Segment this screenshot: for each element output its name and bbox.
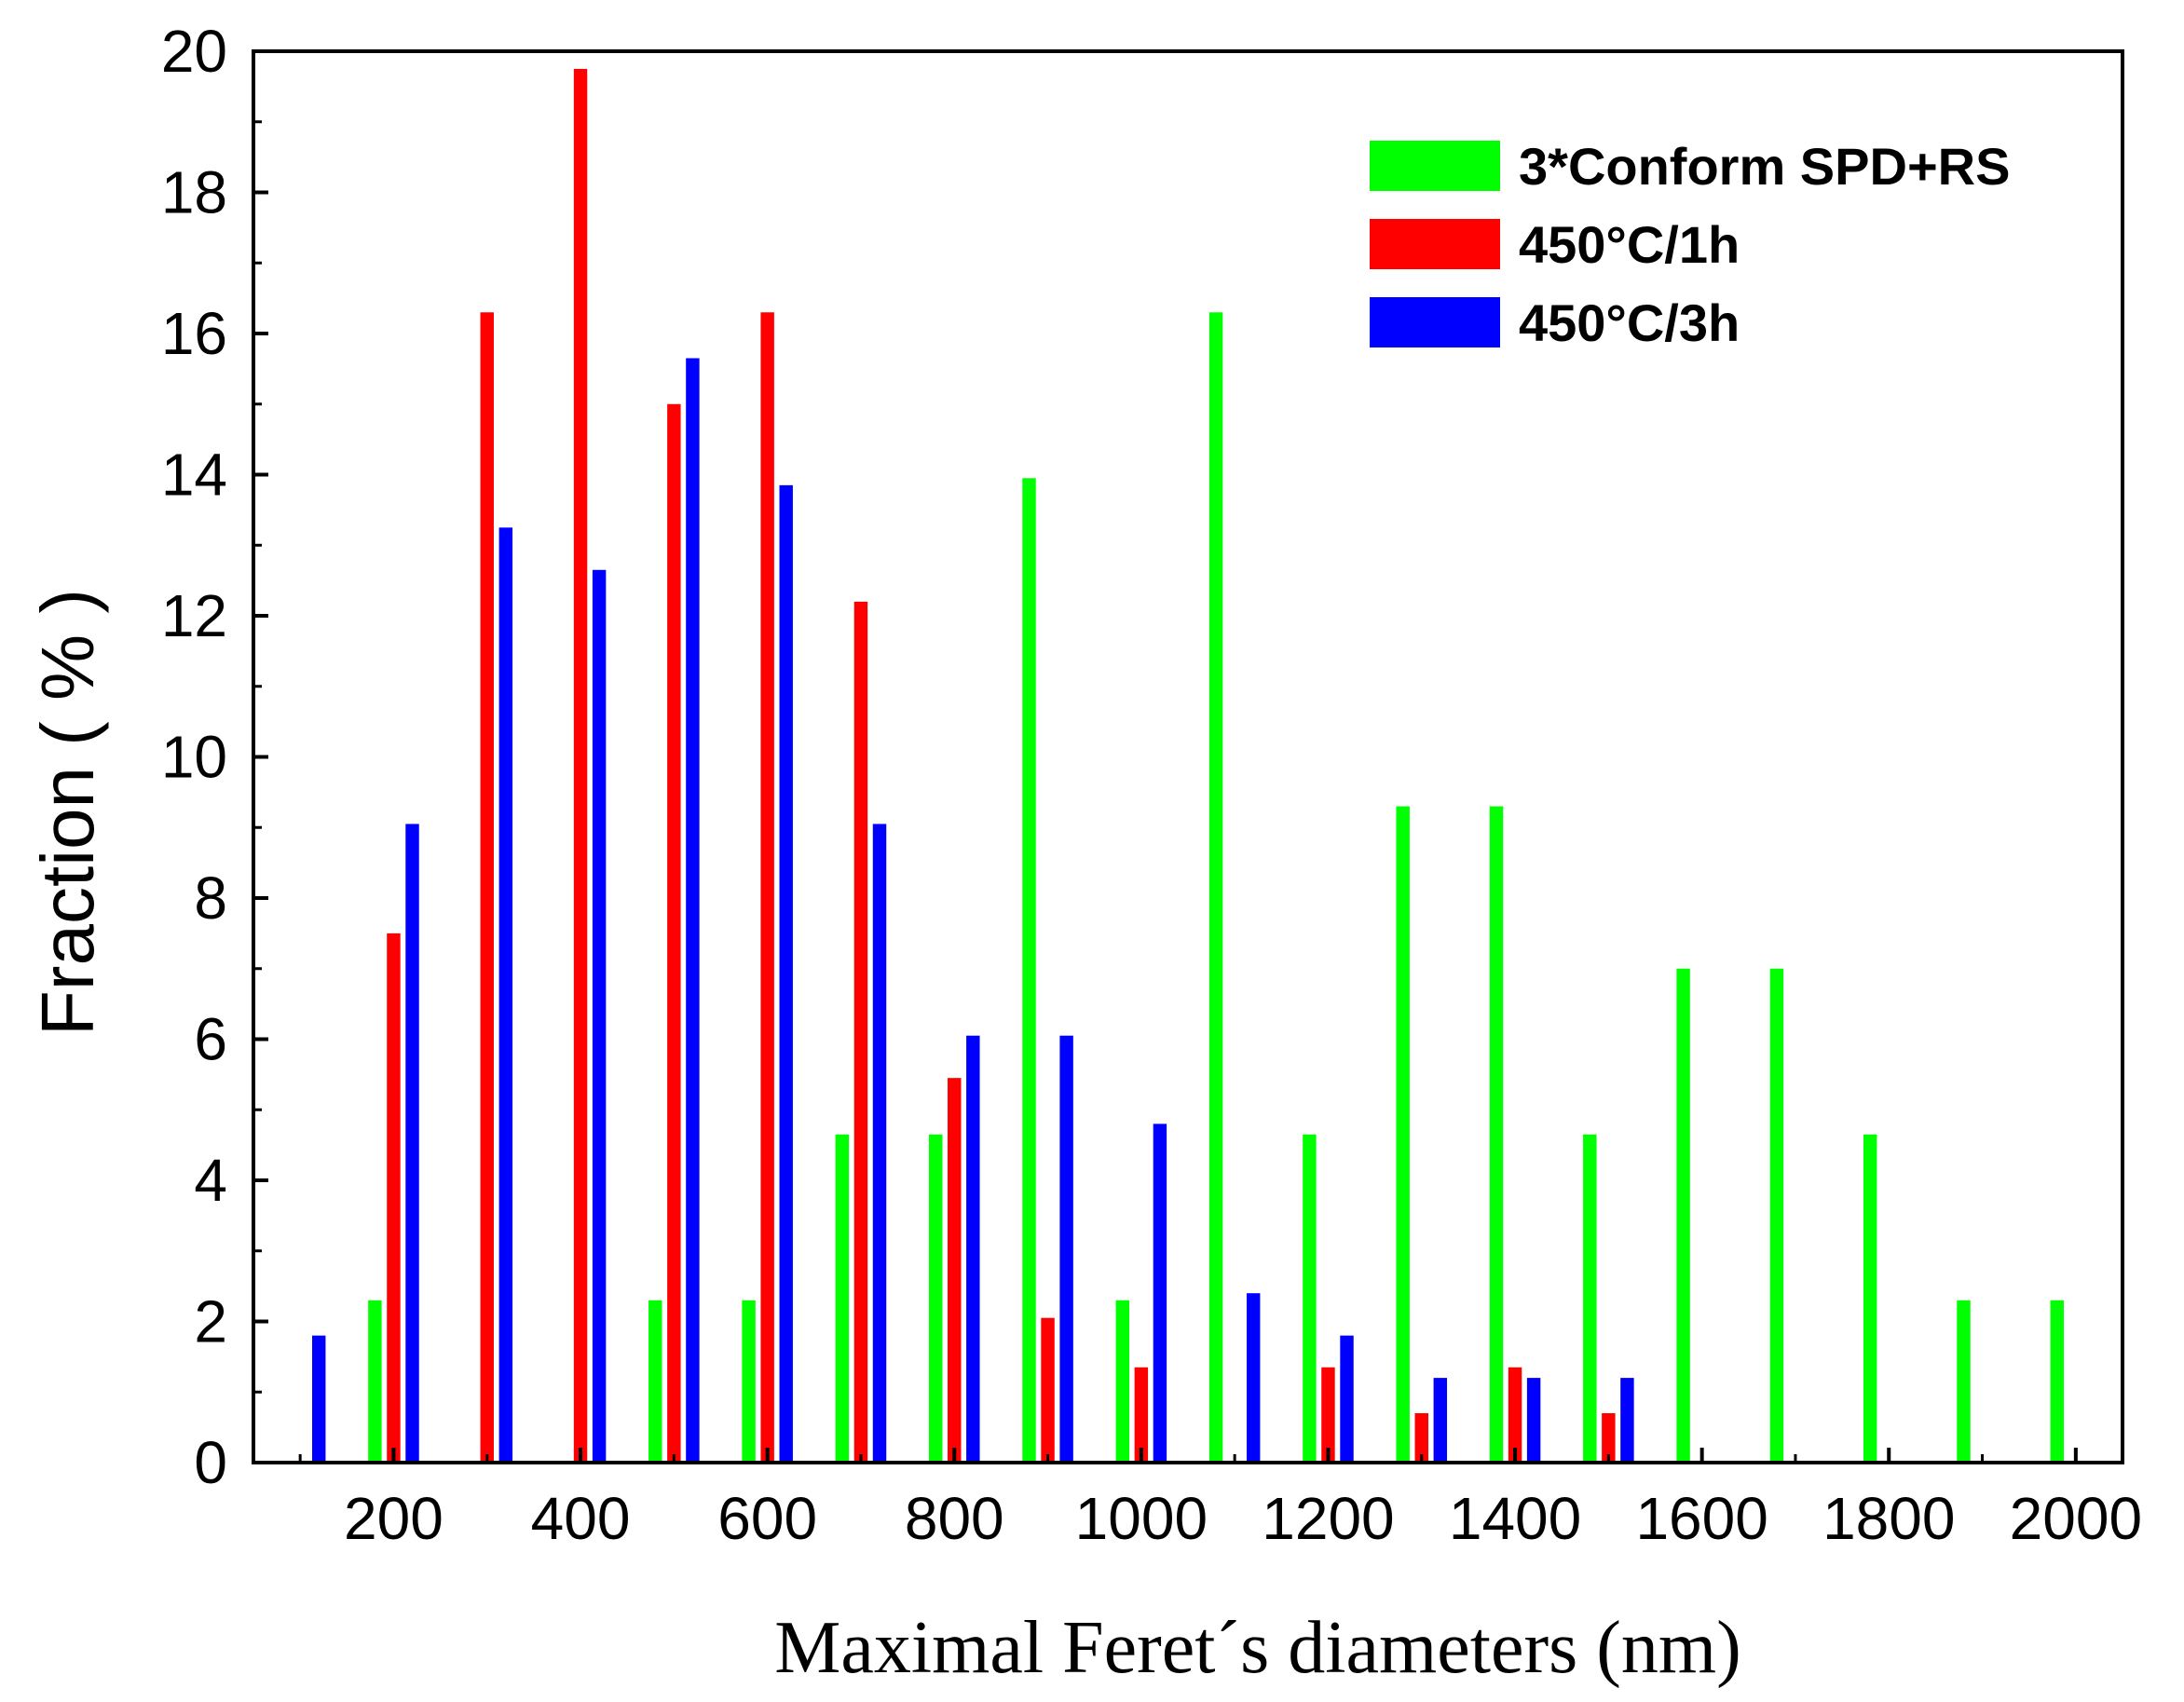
- y-tick-label-1: 2: [194, 1288, 227, 1355]
- ticks-layer: 0 2 4 6 8 10 12 14 16 18 20 200 400 600 800 1000 1200 140…: [161, 18, 2142, 1552]
- bar-2-5: [779, 484, 793, 1463]
- bar-2-4: [686, 358, 700, 1463]
- axes-layer: [252, 49, 2124, 1464]
- plot-frame: [252, 49, 2124, 1464]
- x-axis-title: Maximal Feret´s diameters (nm): [774, 1607, 1740, 1689]
- bar-2-3: [592, 569, 607, 1463]
- bar-1-10: [1414, 1412, 1428, 1463]
- legend-label-1: 450°C/1h: [1519, 215, 1740, 274]
- bar-0-16: [2050, 1300, 2065, 1463]
- bar-2-0: [311, 1335, 326, 1463]
- y-tick-label-10: 20: [161, 18, 227, 85]
- x-tick-label-4: 1000: [1075, 1485, 1208, 1552]
- bar-0-14: [1863, 1134, 1877, 1463]
- bar-2-6: [872, 824, 887, 1463]
- bar-1-5: [853, 601, 868, 1463]
- bar-2-7: [966, 1035, 980, 1463]
- y-tick-label-4: 8: [194, 865, 227, 932]
- legend-label-2: 450°C/3h: [1519, 293, 1740, 352]
- bar-1-4: [760, 312, 774, 1463]
- y-tick-label-3: 6: [194, 1006, 227, 1073]
- bar-0-4: [928, 1134, 943, 1463]
- y-tick-label-9: 18: [161, 159, 227, 226]
- bar-1-12: [1602, 1412, 1616, 1463]
- legend-swatch-2: [1370, 297, 1500, 347]
- y-axis-title: Fraction ( % ): [26, 589, 109, 1036]
- bar-1-0: [387, 933, 401, 1464]
- bar-2-10: [1246, 1293, 1261, 1463]
- x-tick-label-2: 600: [717, 1485, 817, 1552]
- bar-1-11: [1508, 1367, 1522, 1463]
- bar-2-1: [405, 824, 419, 1463]
- legend-swatch-0: [1370, 141, 1500, 191]
- bar-0-13: [1769, 968, 1784, 1463]
- bar-1-8: [1134, 1367, 1149, 1463]
- legend-swatch-1: [1370, 219, 1500, 269]
- bar-0-1: [648, 1300, 662, 1463]
- y-tick-label-8: 16: [161, 300, 227, 367]
- bars-layer: [311, 68, 2065, 1464]
- bar-1-9: [1321, 1367, 1335, 1463]
- y-tick-label-6: 12: [161, 582, 227, 649]
- bar-2-13: [1526, 1378, 1541, 1463]
- y-tick-label-7: 14: [161, 442, 227, 509]
- bar-0-5: [1022, 478, 1036, 1463]
- bar-0-2: [742, 1300, 756, 1463]
- bar-2-8: [1059, 1035, 1073, 1463]
- bar-0-9: [1396, 806, 1410, 1463]
- bar-0-8: [1303, 1134, 1317, 1463]
- bar-2-11: [1340, 1335, 1354, 1463]
- x-tick-label-7: 1600: [1635, 1485, 1768, 1552]
- bar-1-7: [1041, 1317, 1055, 1463]
- x-tick-label-3: 800: [905, 1485, 1004, 1552]
- bar-0-3: [835, 1134, 850, 1463]
- bar-1-3: [667, 403, 681, 1463]
- x-tick-label-5: 1200: [1262, 1485, 1394, 1552]
- x-tick-label-6: 1400: [1449, 1485, 1581, 1552]
- bar-0-12: [1676, 968, 1690, 1463]
- y-tick-label-5: 10: [161, 724, 227, 791]
- x-tick-label-1: 400: [531, 1485, 631, 1552]
- x-tick-label-8: 1800: [1822, 1485, 1955, 1552]
- bar-0-15: [1957, 1300, 1971, 1463]
- bar-0-7: [1208, 312, 1223, 1463]
- x-tick-label-9: 2000: [2010, 1485, 2142, 1552]
- bar-0-0: [368, 1300, 382, 1463]
- x-tick-label-0: 200: [344, 1485, 444, 1552]
- bar-1-6: [948, 1078, 962, 1463]
- y-tick-label-2: 4: [194, 1147, 227, 1214]
- bar-1-1: [480, 312, 494, 1463]
- bar-1-2: [573, 68, 588, 1464]
- bar-0-11: [1583, 1134, 1597, 1463]
- bar-0-10: [1489, 806, 1504, 1463]
- legend: 3*Conform SPD+RS 450°C/1h 450°C/3h: [1370, 137, 2010, 352]
- bar-2-2: [498, 527, 513, 1463]
- bar-2-9: [1153, 1123, 1167, 1463]
- y-tick-label-0: 0: [194, 1429, 227, 1496]
- bar-2-14: [1620, 1378, 1634, 1463]
- bar-2-12: [1433, 1378, 1448, 1463]
- legend-label-0: 3*Conform SPD+RS: [1519, 137, 2010, 196]
- bar-0-6: [1115, 1300, 1130, 1463]
